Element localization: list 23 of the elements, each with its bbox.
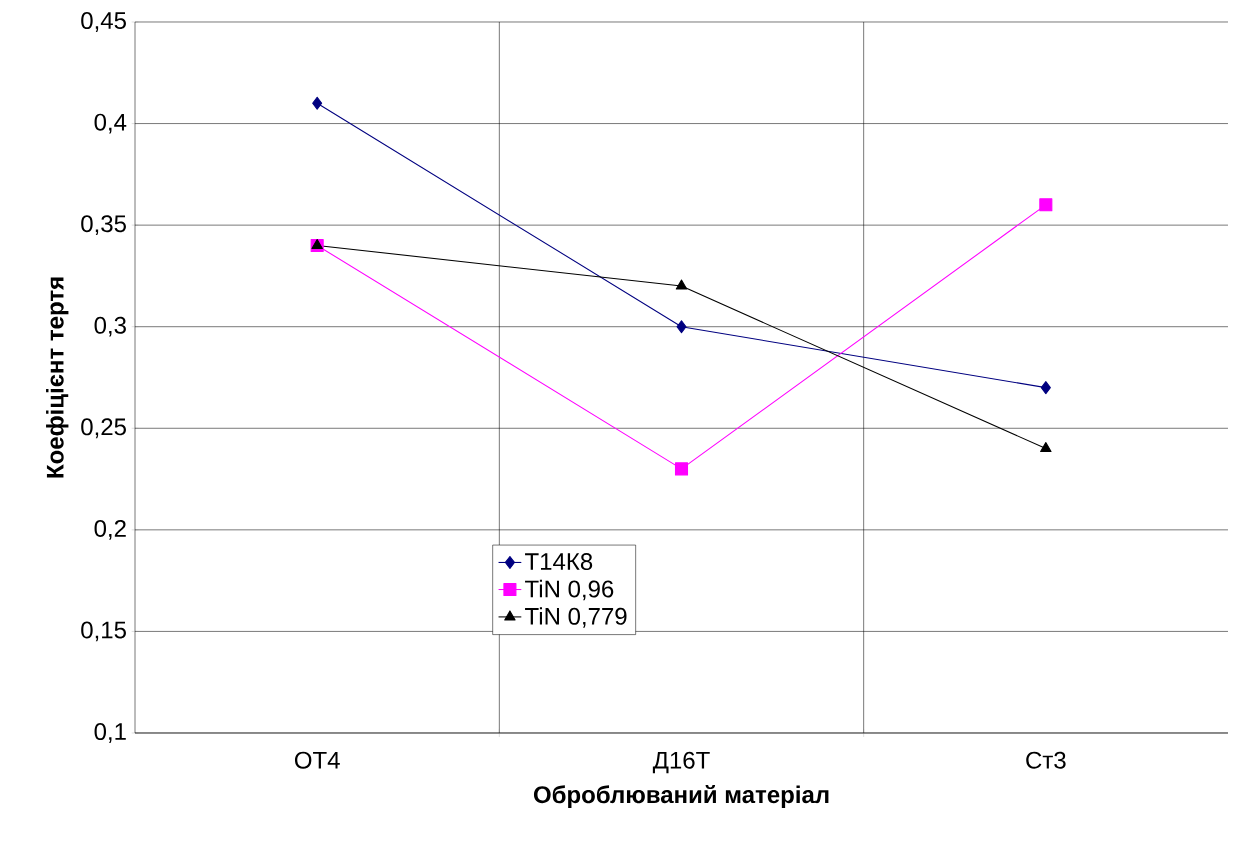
legend-label: Т14К8 xyxy=(525,553,593,571)
y-tick-label: 0,3 xyxy=(94,316,126,337)
y-tick-label: 0,2 xyxy=(94,519,126,540)
x-tick-label: Ст3 xyxy=(1026,751,1066,769)
y-axis-title: Коефіцієнт тертя xyxy=(46,277,69,478)
y-tick-label: 0,45 xyxy=(81,12,126,32)
point xyxy=(312,96,323,110)
y-tick-label: 0,25 xyxy=(81,418,126,439)
point xyxy=(1040,381,1051,395)
point xyxy=(675,279,688,290)
point xyxy=(1039,198,1053,212)
x-tick-label: ОТ4 xyxy=(294,751,340,769)
x-tick-label: Д16Т xyxy=(652,751,710,774)
point xyxy=(674,462,689,476)
y-tick-label: 0,1 xyxy=(94,723,126,743)
y-tick-label: 0,4 xyxy=(94,113,127,134)
y-tick-label: 0,15 xyxy=(81,621,126,642)
legend-label: TiN 0,96 xyxy=(525,579,614,601)
point xyxy=(1040,442,1052,453)
legend-label: TiN 0,779 xyxy=(525,607,627,628)
x-axis-title: Оброблюваний матеріал xyxy=(533,785,829,808)
point xyxy=(676,320,687,334)
y-tick-label: 0,35 xyxy=(81,215,126,236)
